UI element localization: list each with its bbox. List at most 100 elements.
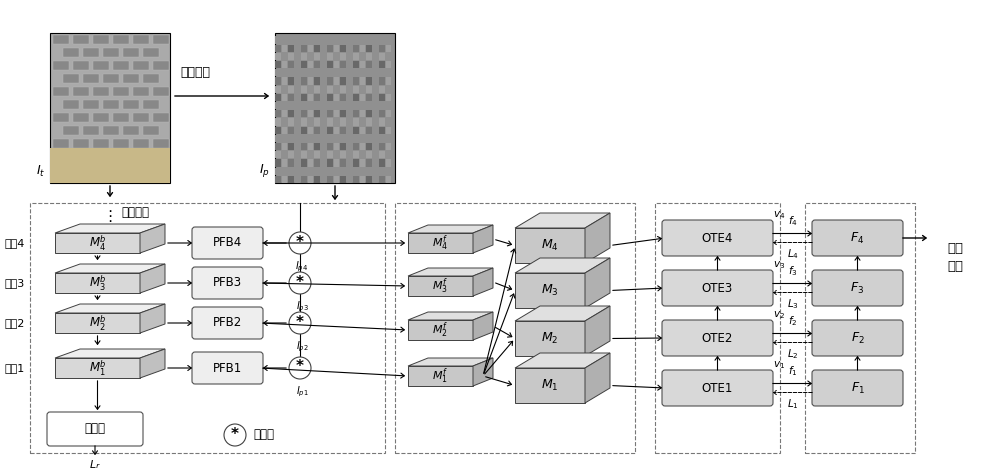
Polygon shape: [55, 358, 140, 378]
Bar: [327, 86, 333, 93]
Bar: [360, 127, 365, 134]
Polygon shape: [515, 368, 585, 403]
Bar: [113, 61, 129, 70]
Bar: [353, 160, 359, 167]
Bar: [275, 44, 281, 52]
Bar: [133, 113, 149, 122]
Bar: [334, 102, 339, 109]
Bar: [275, 110, 281, 117]
Bar: [103, 126, 119, 135]
Bar: [386, 135, 391, 142]
Polygon shape: [408, 276, 473, 296]
Bar: [327, 110, 333, 117]
Bar: [347, 53, 352, 60]
Text: 主干网络: 主干网络: [121, 206, 149, 219]
Bar: [282, 61, 287, 68]
Bar: [294, 69, 300, 76]
Bar: [275, 160, 281, 167]
Text: $f_4$: $f_4$: [788, 215, 797, 228]
Text: *: *: [296, 275, 304, 290]
Bar: [353, 127, 359, 134]
Bar: [366, 143, 372, 150]
Bar: [288, 110, 294, 117]
Bar: [113, 139, 129, 148]
Bar: [301, 176, 307, 183]
Text: $I_{p1}$: $I_{p1}$: [296, 385, 308, 399]
Bar: [308, 37, 313, 44]
Bar: [366, 69, 372, 76]
Text: $f_2$: $f_2$: [788, 314, 797, 329]
Bar: [314, 176, 320, 183]
Text: $M_2^b$: $M_2^b$: [89, 313, 106, 333]
Bar: [103, 100, 119, 109]
Polygon shape: [408, 225, 493, 233]
Text: $f_1$: $f_1$: [788, 365, 797, 379]
Text: 尺度2: 尺度2: [5, 318, 25, 328]
Bar: [275, 176, 281, 183]
Bar: [334, 53, 339, 60]
FancyBboxPatch shape: [662, 270, 773, 306]
FancyBboxPatch shape: [192, 267, 263, 299]
Bar: [379, 37, 385, 44]
Text: $F_3$: $F_3$: [850, 280, 865, 296]
Text: PFB4: PFB4: [213, 236, 242, 249]
Bar: [308, 168, 313, 175]
Polygon shape: [55, 264, 165, 273]
Bar: [282, 94, 287, 101]
Bar: [282, 86, 287, 93]
Bar: [655, 203, 780, 453]
FancyBboxPatch shape: [662, 320, 773, 356]
Bar: [294, 53, 300, 60]
Bar: [347, 102, 352, 109]
Bar: [294, 135, 300, 142]
Text: $L_3$: $L_3$: [787, 298, 798, 311]
Text: OTE2: OTE2: [702, 331, 733, 344]
Bar: [282, 69, 287, 76]
Bar: [340, 176, 346, 183]
Bar: [327, 102, 333, 109]
Bar: [294, 118, 300, 125]
Bar: [360, 86, 365, 93]
Bar: [133, 87, 149, 96]
Bar: [347, 151, 352, 158]
Bar: [340, 135, 346, 142]
Bar: [372, 77, 378, 85]
Bar: [282, 110, 287, 117]
Bar: [334, 135, 339, 142]
Text: 解码器: 解码器: [84, 423, 106, 436]
Bar: [353, 44, 359, 52]
Bar: [347, 118, 352, 125]
Bar: [379, 151, 385, 158]
Bar: [288, 44, 294, 52]
Bar: [63, 74, 79, 83]
Bar: [320, 110, 326, 117]
Bar: [360, 69, 365, 76]
Bar: [314, 143, 320, 150]
Bar: [282, 127, 287, 134]
Bar: [340, 69, 346, 76]
Bar: [275, 77, 281, 85]
Text: $I_p$: $I_p$: [259, 162, 270, 180]
Bar: [347, 160, 352, 167]
Bar: [314, 110, 320, 117]
Bar: [320, 77, 326, 85]
Bar: [288, 69, 294, 76]
Text: $F_4$: $F_4$: [850, 230, 865, 246]
Bar: [334, 168, 339, 175]
Bar: [372, 61, 378, 68]
Bar: [63, 126, 79, 135]
Bar: [308, 44, 313, 52]
Text: OTE4: OTE4: [702, 232, 733, 244]
Bar: [113, 35, 129, 44]
Bar: [53, 87, 69, 96]
Text: $v_2$: $v_2$: [773, 309, 785, 321]
Bar: [353, 69, 359, 76]
Bar: [366, 44, 372, 52]
Text: $M_4^f$: $M_4^f$: [432, 233, 449, 253]
Bar: [379, 176, 385, 183]
Bar: [288, 143, 294, 150]
Bar: [275, 53, 281, 60]
Bar: [353, 86, 359, 93]
Bar: [366, 61, 372, 68]
Bar: [386, 37, 391, 44]
